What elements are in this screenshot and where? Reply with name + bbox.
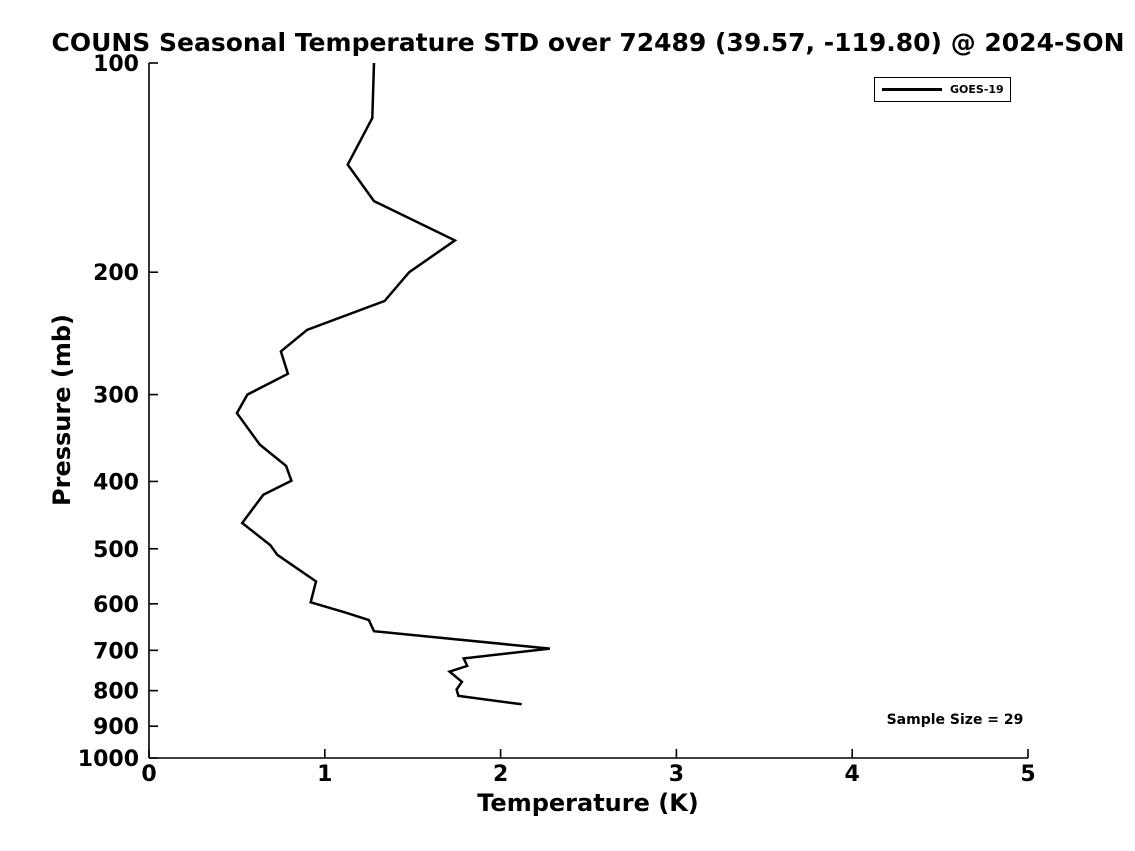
y-tick-label: 200 <box>93 261 139 286</box>
y-axis-title: Pressure (mb) <box>48 314 76 506</box>
x-tick-label: 4 <box>845 762 860 787</box>
y-tick-label: 700 <box>93 639 139 664</box>
y-tick-label: 900 <box>93 715 139 740</box>
x-tick-label: 3 <box>669 762 684 787</box>
x-tick-label: 1 <box>317 762 332 787</box>
legend-label: GOES-19 <box>950 83 1004 96</box>
y-tick-label: 500 <box>93 538 139 563</box>
x-tick-label: 2 <box>493 762 508 787</box>
y-tick-label: 300 <box>93 384 139 409</box>
legend-line-swatch <box>882 88 942 91</box>
x-tick-label: 5 <box>1020 762 1035 787</box>
y-tick-label: 100 <box>93 52 139 77</box>
y-tick-label: 600 <box>93 593 139 618</box>
series-goes-19 <box>235 62 550 706</box>
x-tick-label: 0 <box>141 762 156 787</box>
y-tick-label: 400 <box>93 470 139 495</box>
y-tick-label: 800 <box>93 680 139 705</box>
y-tick-label: 1000 <box>78 747 139 772</box>
chart-title: COUNS Seasonal Temperature STD over 7248… <box>51 28 1125 57</box>
x-axis-title: Temperature (K) <box>477 789 699 817</box>
legend: GOES-19 <box>874 77 1011 102</box>
sample-size-label: Sample Size = 29 <box>886 712 1024 728</box>
